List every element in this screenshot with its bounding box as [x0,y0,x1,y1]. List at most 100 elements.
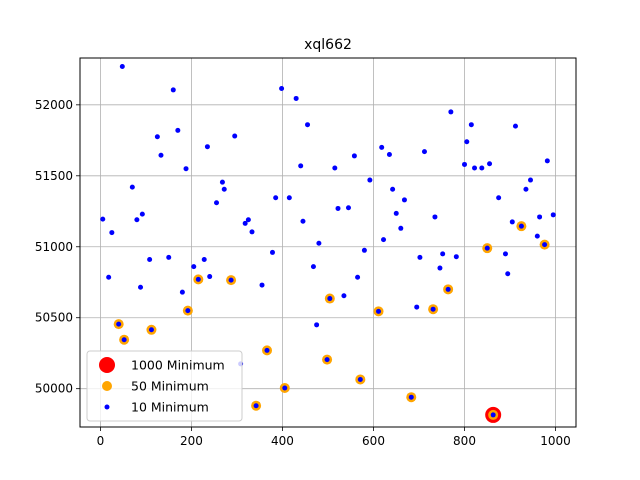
data-point [116,321,122,327]
plot-area-frame [79,57,577,428]
data-point [381,237,387,243]
data-point [379,144,385,150]
y-tick-label: 51500 [35,169,73,183]
data-point [509,219,515,225]
data-point [158,152,164,158]
data-point [462,161,468,167]
data-point [534,233,540,239]
data-point [351,153,357,159]
data-point [214,200,220,206]
y-tick-label: 51000 [35,240,73,254]
grid-lines [80,58,576,427]
data-point [414,304,420,310]
x-tick-label: 200 [180,434,203,448]
x-tick-label: 400 [271,434,294,448]
data-point [316,240,322,246]
data-point [376,308,382,314]
series-3 [100,64,556,418]
y-tick-label: 50500 [35,311,73,325]
data-point [195,276,201,282]
data-point [154,134,160,140]
data-point [121,337,127,343]
y-tick-label: 52000 [35,98,73,112]
data-point [201,257,207,263]
data-point [518,223,524,229]
data-point [550,212,556,218]
legend-marker [99,357,115,373]
data-point [204,144,210,150]
data-point [484,245,490,251]
data-point [286,195,292,201]
data-point [523,186,529,192]
data-point [512,123,518,129]
legend-label: 1000 Minimum [131,358,225,373]
data-point [390,186,396,192]
data-point [298,163,304,169]
data-point [472,165,478,171]
data-point [191,264,197,270]
data-point [324,357,330,363]
data-point [253,403,259,409]
x-tick-label: 600 [362,434,385,448]
data-point [393,210,399,216]
x-tick-label: 0 [97,434,105,448]
data-point [453,254,459,260]
data-point [421,149,427,155]
data-point [357,376,363,382]
x-tick-label: 800 [453,434,476,448]
data-point [505,271,511,277]
legend-label: 10 Minimum [131,400,209,415]
data-point [129,184,135,190]
data-point [432,214,438,220]
data-point [269,249,275,255]
x-tick-label: 1000 [540,434,571,448]
data-point [355,274,361,280]
data-point [440,251,446,257]
data-point [542,242,548,248]
legend-marker [104,404,110,410]
data-point [430,306,436,312]
data-point [448,109,454,115]
data-point [228,277,234,283]
data-point [445,286,451,292]
axis-ticks: 0 200 400 600 800 1000 50000 50500 51000 51500 520… [35,98,571,448]
data-point [119,64,125,70]
data-point [264,347,270,353]
data-point [502,251,508,257]
data-points [100,64,556,423]
data-point [179,289,185,295]
data-point [166,254,172,260]
data-point [100,216,106,222]
data-point [401,197,407,203]
data-point [437,265,443,271]
data-point [219,179,225,185]
data-point [232,133,238,139]
data-point [386,152,392,158]
legend: 1000 Minimum 50 Minimum 10 Minimum [86,350,243,422]
data-point [527,177,533,183]
data-point [537,214,543,220]
data-point [417,254,423,260]
data-point [249,229,255,235]
data-point [468,122,474,128]
data-point [170,87,176,93]
data-point [487,161,493,167]
data-point [300,218,306,224]
data-point [138,284,144,290]
legend-marker [102,381,112,391]
data-point [293,95,299,101]
data-point [183,166,189,172]
data-point [341,293,347,299]
data-point [282,385,288,391]
data-point [221,186,227,192]
data-point [327,296,333,302]
data-point [175,127,181,133]
data-point [496,195,502,201]
data-point [310,264,316,270]
data-point [259,282,265,288]
data-point [361,247,367,253]
y-tick-label: 50000 [35,382,73,396]
data-point [273,195,279,201]
data-point [305,122,311,128]
